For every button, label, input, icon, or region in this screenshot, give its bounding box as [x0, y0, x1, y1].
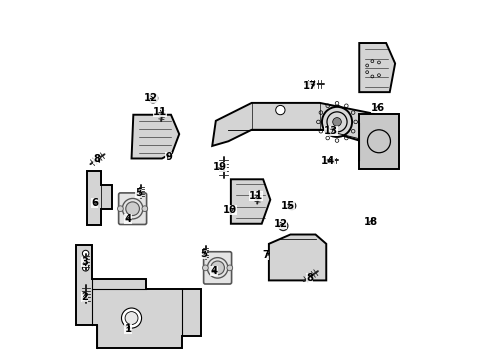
Circle shape [125, 202, 139, 216]
Circle shape [142, 206, 147, 212]
Polygon shape [87, 171, 112, 225]
Text: 6: 6 [91, 198, 98, 208]
Text: 8: 8 [93, 154, 100, 164]
Circle shape [332, 105, 342, 115]
Circle shape [202, 265, 208, 271]
Text: 2: 2 [81, 292, 88, 302]
Text: 9: 9 [164, 152, 172, 162]
Circle shape [82, 265, 89, 271]
Text: 16: 16 [370, 103, 384, 113]
Text: 8: 8 [305, 273, 313, 283]
Circle shape [148, 94, 158, 103]
Circle shape [332, 118, 341, 126]
Text: 15: 15 [281, 201, 295, 211]
Text: 5: 5 [135, 188, 142, 198]
Text: 12: 12 [144, 93, 158, 103]
Polygon shape [359, 43, 394, 92]
Circle shape [280, 224, 285, 228]
Polygon shape [359, 114, 398, 169]
Text: 17: 17 [302, 81, 316, 91]
Text: 1: 1 [124, 324, 131, 334]
Text: 5: 5 [200, 248, 206, 258]
Text: 10: 10 [223, 206, 237, 216]
Text: 4: 4 [124, 215, 131, 224]
Polygon shape [268, 234, 325, 280]
Text: 7: 7 [262, 250, 269, 260]
Polygon shape [131, 115, 179, 158]
Circle shape [289, 204, 293, 208]
Polygon shape [76, 244, 201, 348]
Circle shape [117, 206, 123, 212]
Text: 12: 12 [273, 219, 287, 229]
Text: 4: 4 [210, 266, 217, 276]
Polygon shape [230, 179, 270, 224]
Circle shape [287, 202, 295, 210]
Circle shape [121, 308, 142, 328]
FancyBboxPatch shape [203, 252, 231, 284]
Circle shape [278, 221, 287, 230]
Circle shape [82, 250, 89, 257]
Text: 13: 13 [324, 126, 338, 135]
Text: 3: 3 [81, 257, 88, 267]
Circle shape [210, 261, 224, 275]
Text: 11: 11 [153, 107, 167, 117]
Text: 19: 19 [213, 162, 226, 172]
Circle shape [226, 265, 232, 271]
FancyBboxPatch shape [119, 193, 146, 225]
Text: 14: 14 [320, 156, 334, 166]
Text: 18: 18 [363, 217, 377, 227]
Circle shape [321, 107, 351, 137]
Text: 11: 11 [248, 191, 263, 201]
Polygon shape [212, 103, 380, 160]
Circle shape [125, 312, 138, 324]
Circle shape [275, 105, 285, 115]
Circle shape [150, 96, 155, 100]
